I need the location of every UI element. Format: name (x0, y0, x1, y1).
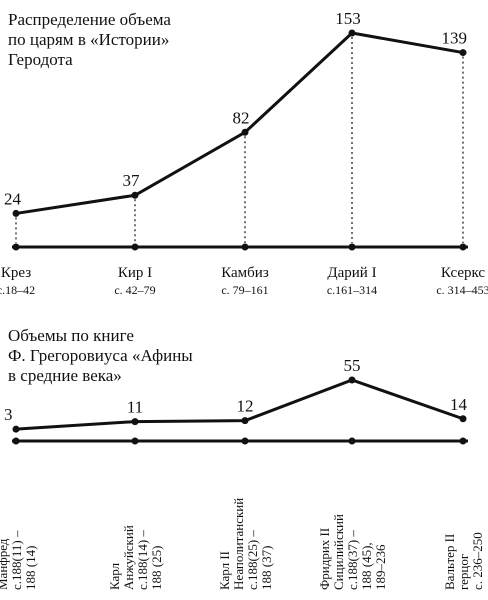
chart2-category-label: Вальтер II (442, 534, 457, 590)
chart2-base-point (241, 437, 249, 445)
chart1-range-label: с.161–314 (327, 283, 377, 297)
chart1-category-label: Дарий I (327, 265, 376, 281)
chart2-data-label: 14 (450, 395, 468, 414)
chart1-category-label: Ксеркс (441, 265, 486, 281)
chart2-data-point (348, 376, 356, 384)
chart1-range-label: с.18–42 (0, 283, 35, 297)
chart1-range-label: с. 42–79 (114, 283, 155, 297)
chart2-category-label: 188 (37) (259, 546, 274, 590)
chart2-category-label: Фридрих II (317, 528, 332, 590)
chart2-data-point (241, 417, 249, 425)
chart2-base-point (12, 437, 20, 445)
chart2-category-label: герцог (456, 554, 471, 590)
chart1-base-point (348, 243, 356, 251)
chart1-data-label: 24 (4, 189, 22, 208)
chart1-category-label: Крез (1, 265, 31, 281)
chart2-category-label: с.188(14) – (135, 530, 150, 590)
chart1-title: Распределение объема по царям в «Истории… (8, 10, 171, 69)
chart2-base-point (348, 437, 356, 445)
chart2-category-label: с.188(37) – (345, 530, 360, 590)
chart1-data-point (131, 191, 139, 199)
chart2-data-point (12, 425, 20, 433)
chart1-range-label: с. 314–453 (436, 283, 488, 297)
chart1-data-label: 37 (123, 171, 141, 190)
chart2-category-label: Манфред (0, 538, 10, 590)
chart1-category-label: Камбиз (221, 265, 269, 281)
chart2-category-label: Неаполитанский (231, 498, 246, 590)
chart2-base-point (131, 437, 139, 445)
chart1-data-point (348, 29, 356, 37)
chart2-category-label: 188 (45), (359, 542, 374, 590)
chart2-category-label: с.188(11) – (9, 530, 24, 590)
chart2-data-point (131, 418, 139, 426)
chart2-data-label: 3 (4, 405, 13, 424)
chart1-category-label: Кир I (118, 265, 152, 281)
chart1-data-point (241, 128, 249, 136)
chart1-data-label: 139 (442, 29, 468, 48)
chart2-data-label: 12 (237, 397, 254, 416)
chart1-base-point (12, 243, 20, 251)
chart2-category-label: Карл II (217, 551, 232, 590)
chart1-base-point (131, 243, 139, 251)
chart2-category-label: Анжуйский (121, 525, 136, 590)
chart1-data-label: 82 (233, 108, 250, 127)
chart2-title: Объемы по книге Ф. Грегоровиуса «Афины в… (8, 326, 193, 385)
chart1-data-point (459, 49, 467, 57)
chart2-base-point (459, 437, 467, 445)
chart2-category-label: с.188(25) – (245, 530, 260, 590)
chart1-range-label: с. 79–161 (221, 283, 268, 297)
chart2-category-label: 188 (14) (23, 546, 38, 590)
chart2-category-label: с. 236–250 (470, 532, 485, 590)
chart2-category-label: Сицилийский (331, 514, 346, 590)
chart1-data-point (12, 209, 20, 217)
chart1-data-label: 153 (335, 9, 361, 28)
chart2-category-label: Карл (107, 562, 122, 590)
chart2-category-label: 189–236 (373, 544, 388, 590)
chart1-base-point (241, 243, 249, 251)
chart2-category-label: 188 (25) (149, 546, 164, 590)
chart2-data-point (459, 415, 467, 423)
chart2-data-label: 55 (344, 356, 361, 375)
chart1-base-point (459, 243, 467, 251)
chart2-data-label: 11 (127, 398, 143, 417)
